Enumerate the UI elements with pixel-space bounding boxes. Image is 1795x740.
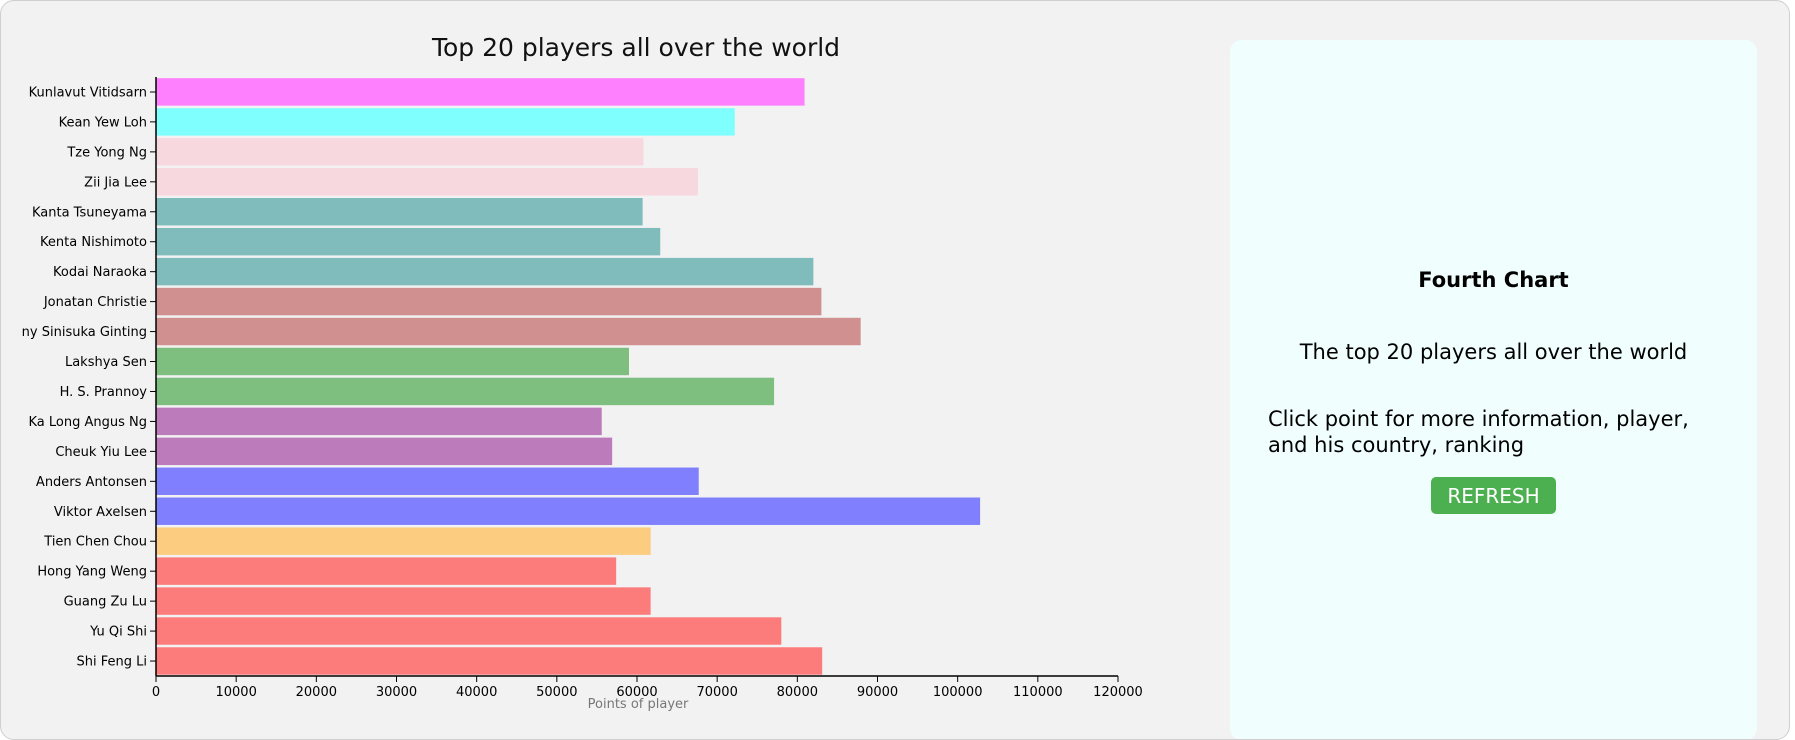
x-tick-label: 100000 [933,685,983,700]
bar[interactable] [156,557,617,585]
y-tick-label: Kodai Naraoka [53,265,147,280]
y-tick-label: Viktor Axelsen [54,505,147,520]
bar[interactable] [156,407,602,436]
bar[interactable] [156,78,805,106]
bar[interactable] [156,317,861,346]
bar[interactable] [156,527,651,555]
refresh-button[interactable]: REFRESH [1431,477,1556,514]
panel-instruction: Click point for more information, player… [1268,407,1689,457]
bar-chart: Kunlavut Vitidsarn Kean Yew Loh Tze Yong N… [22,77,1143,712]
y-tick-label: Tze Yong Ng [66,145,147,160]
bar[interactable] [156,497,981,525]
bar[interactable] [156,287,822,316]
bar[interactable] [156,138,644,166]
x-tick-label: 40000 [456,685,497,700]
y-tick-label: Lakshya Sen [65,355,147,370]
y-tick-label: Shi Feng Li [77,655,147,670]
x-axis-label: Points of player [588,697,689,712]
x-tick-label: 120000 [1093,685,1143,700]
y-tick-label: Yu Qi Shi [89,625,147,640]
panel-heading: Fourth Chart [1418,268,1569,292]
x-tick-label: 10000 [215,685,256,700]
x-tick-label: 50000 [536,685,577,700]
y-tick-label: Kenta Nishimoto [40,235,147,250]
bar[interactable] [156,198,643,226]
chart-title: Top 20 players all over the world [431,33,841,62]
y-tick-label: Cheuk Yiu Lee [55,445,147,460]
bar[interactable] [156,257,814,286]
x-tick-label: 60000 [616,685,657,700]
y-tick-label: Kanta Tsuneyama [32,205,147,220]
y-tick-label: Zii Jia Lee [84,175,147,190]
bar[interactable] [156,227,661,256]
bar[interactable] [156,467,699,495]
chart-area: Kunlavut Vitidsarn Kean Yew Loh Tze Yong N… [1,1,1191,713]
x-tick-label: 90000 [857,685,898,700]
y-tick-label: Kean Yew Loh [59,115,147,130]
x-tick-label: 20000 [296,685,337,700]
bar[interactable] [156,168,698,196]
bar[interactable] [156,647,823,675]
bar[interactable] [156,617,782,645]
y-tick-label: Jonatan Christie [43,295,147,310]
y-tick-label: Ka Long Angus Ng [29,415,148,430]
y-tick-label: Guang Zu Lu [64,595,147,610]
y-tick-label: H. S. Prannoy [60,385,148,400]
x-tick-label: 70000 [696,685,737,700]
bar[interactable] [156,587,651,615]
y-tick-label: Tien Chen Chou [43,535,147,550]
bar[interactable] [156,377,775,406]
panel-subtitle: The top 20 players all over the world [1299,340,1688,364]
bar[interactable] [156,347,629,376]
x-tick-label: 80000 [777,685,818,700]
y-tick-label: Kunlavut Vitidsarn [29,85,147,100]
info-panel: Fourth Chart The top 20 players all over… [1230,40,1757,739]
x-tick-label: 110000 [1013,685,1063,700]
y-tick-label: Anders Antonsen [36,475,147,490]
x-tick-label: 30000 [376,685,417,700]
y-tick-label: ny Sinisuka Ginting [22,325,147,340]
bar[interactable] [156,108,735,136]
x-tick-label: 0 [152,685,160,700]
y-tick-label: Hong Yang Weng [37,565,147,580]
bar[interactable] [156,437,613,466]
